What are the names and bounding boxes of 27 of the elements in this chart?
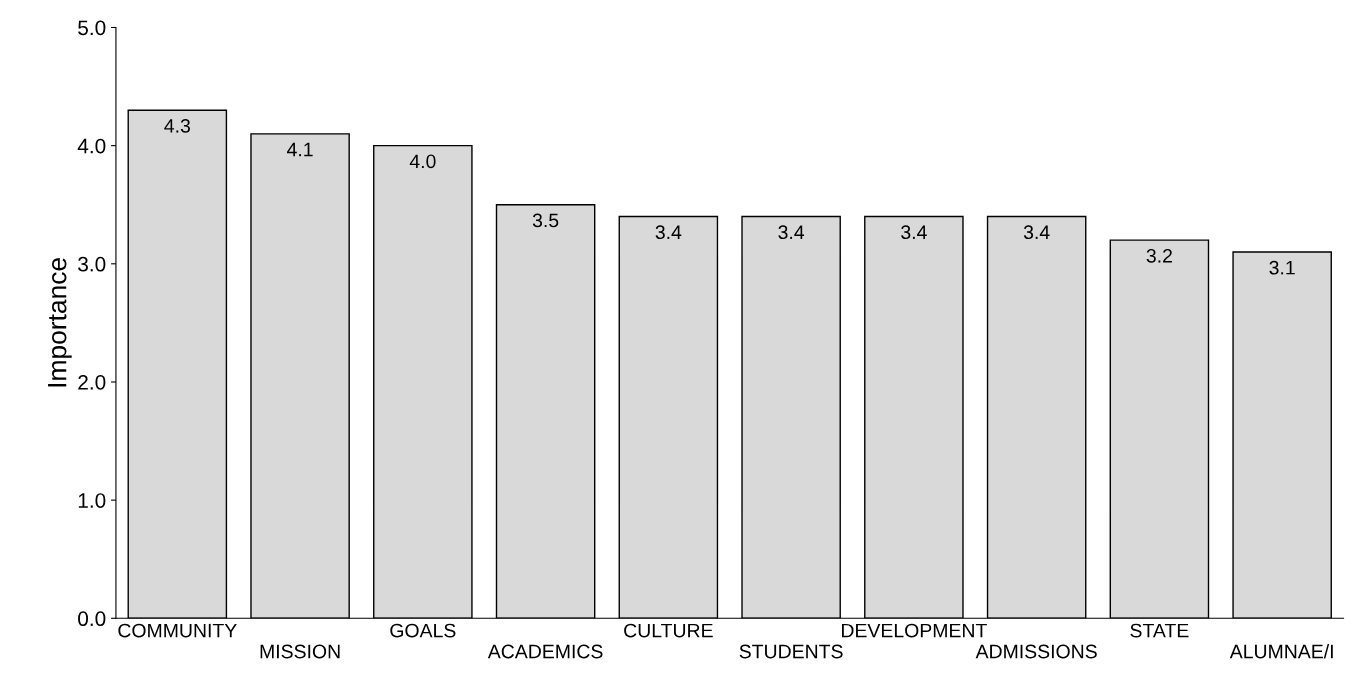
data-label: 3.1: [1269, 260, 1295, 275]
y-tick-label: 4.0: [77, 138, 106, 154]
x-tick-label: ACADEMICS: [487, 644, 603, 659]
data-label: 3.4: [655, 225, 682, 240]
x-tick-label: GOALS: [390, 623, 456, 638]
x-tick-label: STATE: [1130, 623, 1189, 638]
data-label: 3.4: [778, 225, 805, 240]
data-label: 3.4: [1023, 225, 1050, 240]
data-label: 3.2: [1146, 248, 1172, 263]
y-tick-label: 3.0: [78, 256, 106, 272]
x-tick-label: CULTURE: [624, 623, 713, 638]
y-tick-label: 0.0: [78, 611, 106, 627]
x-tick-label: ALUMNAE/I: [1229, 644, 1333, 659]
y-axis-title: Importance: [48, 258, 72, 387]
data-label: 4.0: [409, 154, 436, 169]
data-label: 4.1: [287, 142, 313, 157]
y-tick-label: 1.0: [78, 493, 106, 508]
data-label: 3.5: [532, 213, 559, 228]
data-label: 3.4: [901, 225, 927, 240]
y-tick-label: 2.0: [78, 374, 106, 390]
x-tick-label: DEVELOPMENT: [842, 623, 987, 638]
x-tick-label: MISSION: [260, 644, 340, 659]
y-tick-label: 5.0: [78, 20, 106, 36]
x-tick-label: COMMUNITY: [118, 623, 237, 638]
x-tick-label: ADMISSIONS: [975, 644, 1097, 659]
data-label: 4.3: [164, 118, 190, 133]
x-tick-label: STUDENTS: [739, 644, 843, 659]
